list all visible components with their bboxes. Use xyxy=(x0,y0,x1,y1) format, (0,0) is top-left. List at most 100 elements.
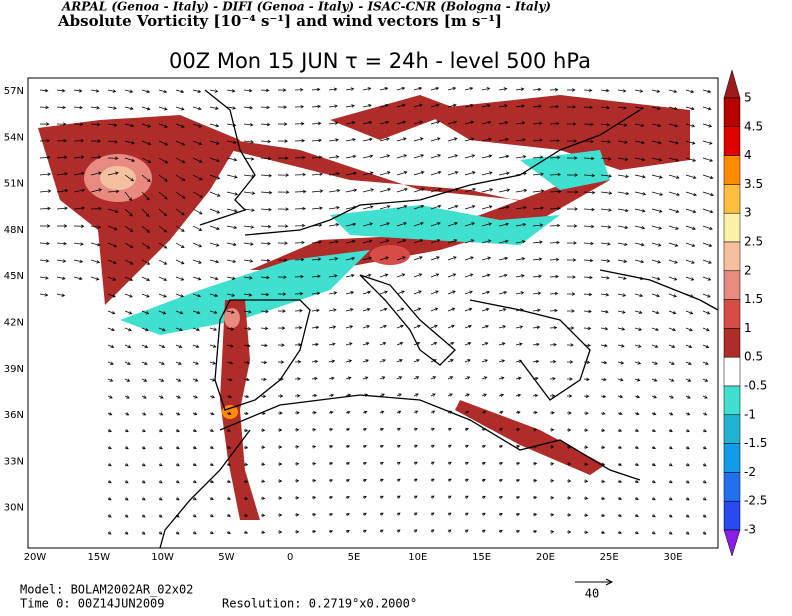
wind-arrow xyxy=(583,122,594,127)
wind-arrow xyxy=(566,360,574,364)
wind-arrow xyxy=(226,428,232,433)
wind-arrow xyxy=(311,291,321,296)
wind-arrow xyxy=(209,361,217,365)
wind-arrow xyxy=(532,513,538,517)
wind-arrow xyxy=(226,225,238,230)
wind-arrow xyxy=(141,514,146,518)
wind-arrow xyxy=(702,174,714,180)
wind-arrow xyxy=(226,276,236,280)
wind-arrow xyxy=(226,123,237,127)
wind-arrow xyxy=(668,310,677,315)
wind-arrow xyxy=(209,293,219,298)
wind-arrow xyxy=(617,445,623,450)
wind-arrow xyxy=(600,360,608,365)
wind-arrow xyxy=(124,344,132,349)
wind-arrow xyxy=(277,445,283,449)
wind-arrow xyxy=(413,359,420,363)
wind-arrow xyxy=(532,189,545,193)
color-swatch xyxy=(723,385,741,416)
wind-arrow xyxy=(481,171,493,176)
resolution: Resolution: 0.2719°x0.2000° xyxy=(222,597,417,611)
wind-arrow xyxy=(600,191,613,195)
wind-arrow xyxy=(328,308,337,312)
wind-arrow xyxy=(481,205,493,210)
wind-arrow xyxy=(617,225,629,230)
wind-arrow xyxy=(56,155,68,159)
wind-arrow xyxy=(260,343,268,348)
wind-arrow xyxy=(685,174,697,180)
wind-arrow xyxy=(175,225,185,232)
wind-arrow xyxy=(566,530,572,534)
wind-arrow xyxy=(158,157,169,164)
wind-arrow xyxy=(379,478,384,482)
wind-arrow xyxy=(158,106,168,111)
wind-arrow xyxy=(226,208,238,213)
wind-arrow xyxy=(617,428,623,432)
wind-arrow xyxy=(379,461,384,466)
wind-arrow xyxy=(481,427,486,432)
wind-arrow xyxy=(498,478,503,483)
wind-arrow xyxy=(107,445,112,450)
wind-arrow xyxy=(294,513,300,517)
wind-arrow xyxy=(379,324,387,329)
wind-arrow xyxy=(39,241,50,246)
wind-arrow xyxy=(107,412,113,416)
wind-arrow xyxy=(158,89,168,94)
wind-arrow xyxy=(413,393,419,397)
wind-arrow xyxy=(209,395,216,399)
wind-arrow xyxy=(481,495,486,500)
wind-arrow xyxy=(600,428,606,432)
wind-arrow xyxy=(600,310,609,314)
wind-arrow xyxy=(362,104,372,108)
wind-arrow xyxy=(498,427,504,432)
wind-arrow xyxy=(175,89,185,94)
wind-arrow xyxy=(566,326,575,330)
wind-arrow xyxy=(192,361,199,365)
wind-arrow xyxy=(243,208,255,212)
wind-arrow xyxy=(311,155,323,160)
wind-arrow xyxy=(668,191,680,197)
wind-arrow xyxy=(413,221,424,227)
model-name: Model: BOLAM2002AR_02x02 xyxy=(20,583,193,597)
wind-arrow xyxy=(39,276,49,280)
wind-arrow xyxy=(685,208,697,214)
wind-arrow xyxy=(464,205,476,210)
wind-arrow xyxy=(702,463,707,467)
wind-arrow xyxy=(498,87,508,91)
wind-arrow xyxy=(175,361,182,365)
wind-arrow xyxy=(651,191,664,196)
wind-arrow xyxy=(141,446,146,450)
wind-arrow xyxy=(532,393,539,398)
wind-arrow xyxy=(294,377,301,381)
wind-arrow xyxy=(260,258,271,263)
wind-arrow xyxy=(600,174,612,178)
wind-arrow xyxy=(515,445,521,449)
wind-arrow xyxy=(192,157,203,163)
color-swatch xyxy=(723,212,741,243)
wind-arrow xyxy=(685,497,690,501)
wind-arrow xyxy=(396,187,408,193)
wind-arrow xyxy=(39,172,52,176)
wind-arrow xyxy=(243,174,255,178)
wind-arrow xyxy=(634,89,644,93)
wind-arrow xyxy=(192,259,202,264)
wind-arrow xyxy=(56,105,67,110)
wind-arrow xyxy=(515,138,526,142)
wind-arrow xyxy=(566,275,576,279)
wind-arrow xyxy=(600,225,612,229)
wind-arrow xyxy=(685,242,696,247)
wind-arrow xyxy=(345,461,351,466)
wind-arrow xyxy=(685,89,695,94)
wind-arrow xyxy=(209,208,221,214)
latitude-labels: 57N 54N 51N 48N 45N 42N 39N 36N 33N 30N xyxy=(4,86,24,514)
wind-arrow xyxy=(583,411,589,415)
wind-arrow xyxy=(498,461,504,466)
wind-arrow xyxy=(413,410,419,414)
wind-arrow xyxy=(532,376,539,381)
wind-arrow xyxy=(515,529,521,534)
wind-arrow xyxy=(634,140,645,145)
wind-arrow xyxy=(243,530,249,535)
wind-arrow xyxy=(260,122,271,127)
lat-label: 57N xyxy=(4,86,24,97)
wind-arrow xyxy=(277,462,283,466)
